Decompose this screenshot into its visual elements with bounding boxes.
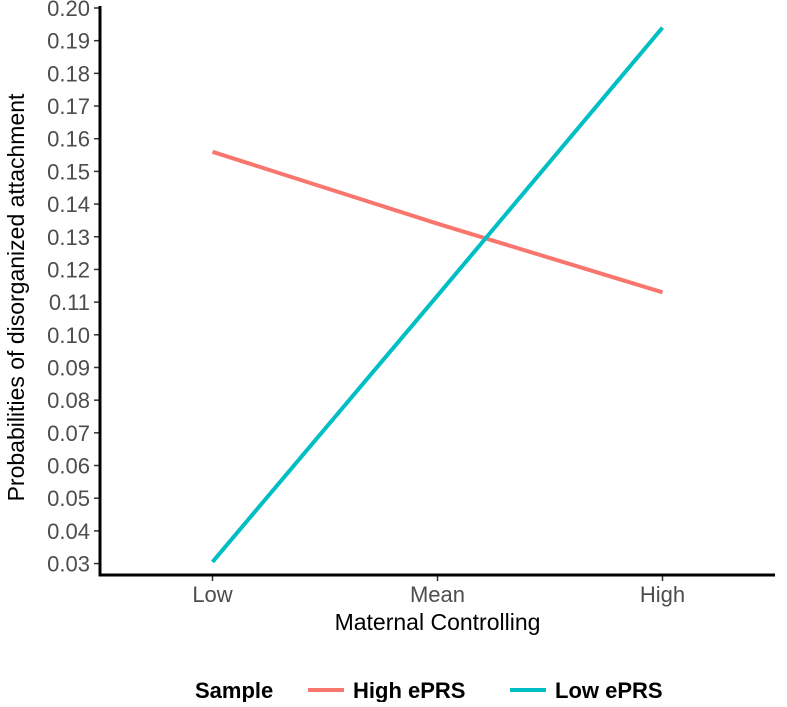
y-tick-label: 0.15 <box>47 159 90 184</box>
legend-title: Sample <box>195 678 273 702</box>
legend-items: High ePRS Low ePRS <box>308 678 663 703</box>
y-tick-label: 0.12 <box>47 257 90 282</box>
y-tick-label: 0.17 <box>47 94 90 119</box>
series-line-high-eprs <box>211 149 664 295</box>
y-tick-label: 0.06 <box>47 454 90 479</box>
y-tick-label: 0.14 <box>47 192 90 217</box>
series-line-low-eprs <box>210 26 665 564</box>
legend: Sample High ePRS Low ePRS <box>195 678 663 703</box>
x-tick-label: Low <box>192 582 232 607</box>
y-tick-label: 0.13 <box>47 225 90 250</box>
y-tick-label: 0.08 <box>47 388 90 413</box>
legend-label: High ePRS <box>353 678 465 702</box>
y-tick-label: 0.09 <box>47 355 90 380</box>
y-axis-title: Probabilities of disorganized attachment <box>3 93 29 501</box>
y-tick-label: 0.11 <box>49 290 90 315</box>
series-lines <box>210 26 665 564</box>
x-axis-ticks: Low Mean High <box>192 575 685 607</box>
y-tick-label: 0.16 <box>47 127 90 152</box>
y-tick-label: 0.03 <box>47 552 90 577</box>
y-tick-label: 0.05 <box>47 486 90 511</box>
y-axis-ticks: 0.03 0.04 0.05 0.06 0.07 0.08 0.09 0.10 0.11 0.12… <box>47 0 100 577</box>
y-tick-label: 0.20 <box>47 0 90 21</box>
y-tick-label: 0.18 <box>47 61 90 86</box>
y-tick-label: 0.19 <box>47 29 90 54</box>
y-tick-label: 0.07 <box>47 421 90 446</box>
x-axis-title: Maternal Controlling <box>335 609 541 635</box>
y-tick-label: 0.04 <box>47 519 90 544</box>
x-tick-label: Mean <box>410 582 465 607</box>
y-tick-label: 0.10 <box>47 323 90 348</box>
legend-label: Low ePRS <box>555 678 663 702</box>
x-tick-label: High <box>640 582 685 607</box>
